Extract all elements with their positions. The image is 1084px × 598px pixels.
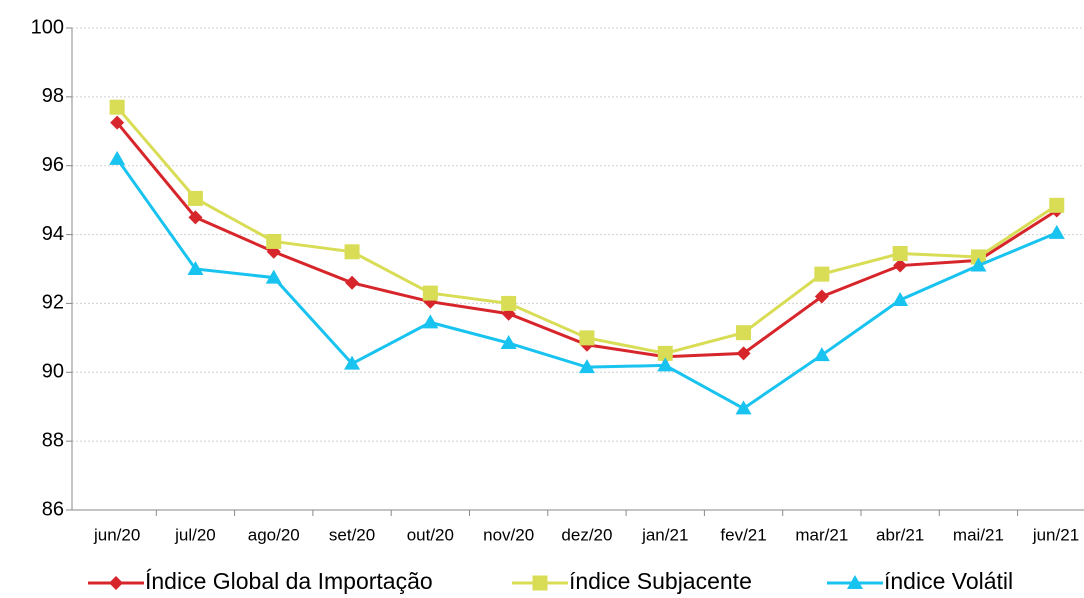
marker [814,289,829,304]
marker [893,258,908,273]
marker [813,347,830,362]
marker [736,346,751,361]
marker [578,359,595,374]
y-tick-label: 96 [42,154,64,176]
x-tick-label: out/20 [407,525,454,544]
marker [344,244,360,260]
x-tick-label: jul/20 [174,525,216,544]
x-tick-label: nov/20 [483,525,534,544]
marker [657,345,673,361]
x-tick-label: jan/21 [641,525,688,544]
marker [500,335,517,350]
marker [422,285,438,301]
legend-label: Índice Global da Importação [145,568,433,594]
marker [109,150,126,165]
marker [970,249,986,265]
marker [187,261,204,275]
x-tick-label: mai/21 [953,525,1004,544]
x-tick-label: set/20 [329,525,375,544]
y-tick-label: 92 [42,292,64,314]
marker [735,400,752,415]
x-tick-label: jun/21 [1032,525,1079,544]
y-tick-label: 86 [42,498,64,520]
x-tick-label: mar/21 [795,525,848,544]
legend-label: índice Subjacente [569,568,752,594]
x-tick-label: ago/20 [248,525,300,544]
marker [110,115,125,130]
marker [501,295,517,311]
legend-label: índice Volátil [884,568,1013,594]
marker [892,291,909,306]
y-tick-label: 94 [42,223,64,245]
marker [892,246,908,262]
marker [265,269,282,284]
y-tick-label: 90 [42,361,64,383]
marker [188,210,203,225]
marker [1049,197,1065,213]
marker [847,575,863,589]
marker [736,325,752,341]
marker [970,257,987,272]
x-tick-label: jun/20 [93,525,140,544]
x-tick-label: abr/21 [876,525,924,544]
y-tick-label: 98 [42,85,64,107]
marker [532,575,548,591]
marker [344,355,361,370]
marker [1048,224,1065,239]
marker [109,576,123,590]
line [116,106,1058,355]
marker [579,330,595,346]
marker [422,314,439,329]
marker [266,233,282,249]
marker [109,99,125,115]
marker [187,190,203,206]
x-tick-label: fev/21 [720,525,766,544]
y-tick-label: 100 [31,16,64,38]
x-tick-label: dez/20 [561,525,612,544]
line [115,121,1058,359]
y-tick-label: 88 [42,429,64,451]
marker [657,357,674,372]
marker [814,266,830,282]
marker [345,275,360,290]
